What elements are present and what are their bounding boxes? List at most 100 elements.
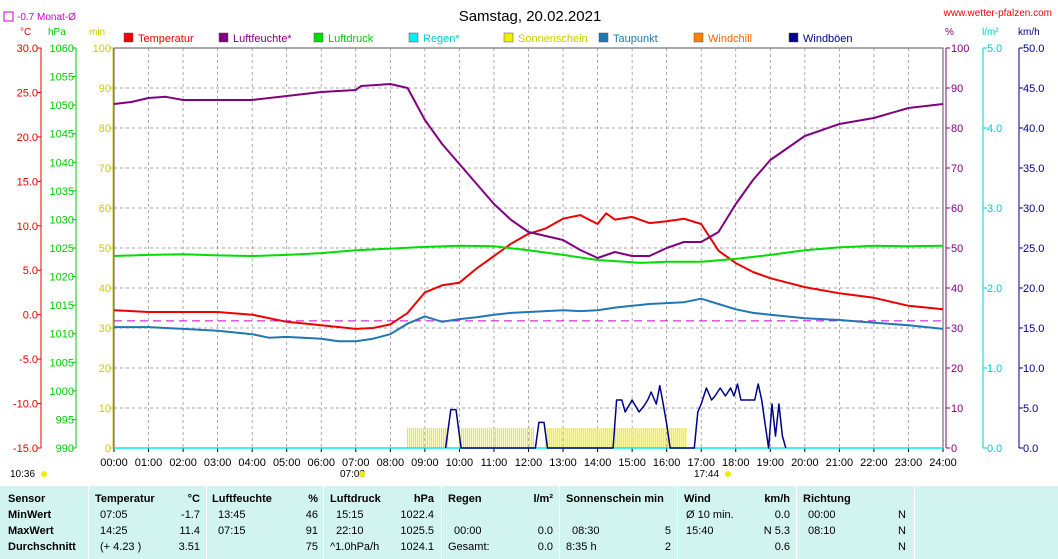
humidity-tick-label: 80 [951,123,963,135]
stats-sun-time: 08:30 [572,525,600,537]
stats-wind-time: 15:40 [686,525,714,537]
chart-title: Samstag, 20.02.2021 [459,8,602,25]
x-tick-label: 06:00 [307,457,335,469]
weather-chart: Samstag, 20.02.2021 www.wetter-pfalzen.c… [3,8,1052,480]
sun-tick-label: 30 [99,323,111,335]
stats-divider [796,486,797,559]
x-tick-label: 07:00 [342,457,370,469]
stats-direction-value: N [898,541,906,553]
sun-tick-label: 60 [99,203,111,215]
stats-header-wind-unit: km/h [764,493,790,505]
sun-tick-label: 80 [99,123,111,135]
temp-tick-label: 20.0 [17,132,38,144]
stats-row-label: MinWert [8,509,52,521]
stats-divider [323,486,324,559]
stats-row-label: Durchschnitt [8,541,76,553]
temp-tick-label: -10.0 [13,399,38,411]
sun-tick-label: 90 [99,83,111,95]
legend-swatch [313,32,324,43]
x-tick-label: 00:00 [100,457,128,469]
pressure-tick-label: 990 [56,443,74,455]
stats-humidity-value: 46 [305,509,318,521]
temp-tick-label: 0.0 [23,310,38,322]
stats-divider [441,486,442,559]
humidity-tick-label: 10 [951,403,963,415]
stats-direction-value: N [898,509,906,521]
stats-pressure-time: ^1.0hPa/h [330,541,380,553]
humidity-tick-label: 70 [951,163,963,175]
sunset-icon [725,471,731,477]
pressure-tick-label: 1060 [50,43,74,55]
sun-tick-label: 10 [99,403,111,415]
stats-header-sunshine: Sonnenschein min [566,493,664,505]
pressure-tick-label: 1005 [50,357,74,369]
legend-swatch [123,32,134,43]
chart-grid [113,47,944,449]
wind-tick-label: 35.0 [1023,163,1044,175]
stats-wind-time: Ø 10 min. [686,509,734,521]
wind-tick-label: 5.0 [1023,403,1038,415]
clock-label: 10:36 [10,469,35,480]
stats-header-rain: Regen [448,493,482,505]
temp-tick-label: -5.0 [19,354,38,366]
x-tick-label: 22:00 [860,457,888,469]
wind-tick-label: 25.0 [1023,243,1044,255]
pressure-tick-label: 1040 [50,157,74,169]
pressure-tick-label: 1035 [50,186,74,198]
humidity-tick-label: 40 [951,283,963,295]
legend-swatch [218,32,229,43]
stats-pressure-value: 1024.1 [400,541,434,553]
x-tick-label: 24:00 [929,457,957,469]
sun-tick-label: 0 [105,443,111,455]
wind-tick-label: 45.0 [1023,83,1044,95]
pressure-tick-label: 1020 [50,272,74,284]
legend-label: Regen* [423,33,460,45]
rain-tick-label: 5.0 [987,43,1002,55]
stats-pressure-value: 1022.4 [400,509,434,521]
x-tick-label: 05:00 [273,457,301,469]
stats-humidity-value: 91 [305,525,318,537]
humidity-tick-label: 50 [951,243,963,255]
sun-tick-label: 50 [99,243,111,255]
legend-label: Windchill [708,33,752,45]
x-tick-label: 12:00 [515,457,543,469]
stats-direction-time: 08:10 [808,525,836,537]
sunrise-icon [359,471,365,477]
stats-temp-value: 3.51 [178,541,200,553]
stats-temp-time: 07:05 [100,509,128,521]
stats-temp-value: 11.4 [179,525,200,537]
temp-tick-label: 5.0 [23,265,38,277]
legend-label: Luftdruck [328,33,374,45]
stats-direction-time: 00:00 [808,509,836,521]
stats-sun-time: 8:35 h [566,541,597,553]
clock-icon [41,471,47,477]
x-tick-label: 17:00 [687,457,715,469]
x-tick-label: 09:00 [411,457,439,469]
stats-direction-value: N [898,525,906,537]
chart-axes: 30.0 25.0 20.0 15.0 10.0 5.0 0.0 -5.0 -10.0 -15.0… [13,43,1045,469]
pressure-tick-label: 1015 [50,300,74,312]
series-line-taupunkt [114,297,944,343]
pressure-tick-label: 1025 [50,243,74,255]
stats-divider [914,486,915,559]
x-tick-label: 20:00 [791,457,819,469]
rain-unit-label: l/m² [982,27,999,38]
sun-tick-label: 20 [99,363,111,375]
stats-header-pressure-unit: hPa [413,493,434,505]
stats-sun-value: 2 [664,541,671,553]
stats-header-temp-unit: °C [187,493,200,505]
stats-header-humidity: Luftfeuchte [212,493,272,505]
x-tick-label: 01:00 [135,457,163,469]
website-link[interactable]: www.wetter-pfalzen.com [943,8,1052,19]
stats-divider [559,486,560,559]
rain-tick-label: 4.0 [987,123,1002,135]
humidity-tick-label: 90 [951,83,963,95]
legend-label: Windböen [803,33,853,45]
x-tick-label: 14:00 [584,457,612,469]
wind-tick-label: 0.0 [1023,443,1038,455]
pressure-tick-label: 1055 [50,72,74,84]
rain-tick-label: 1.0 [987,363,1002,375]
stats-pressure-time: 22:10 [336,525,364,537]
x-tick-label: 10:00 [446,457,474,469]
stats-table: Sensor Temperatur °C Luftfeuchte % Luftd… [0,486,1058,559]
